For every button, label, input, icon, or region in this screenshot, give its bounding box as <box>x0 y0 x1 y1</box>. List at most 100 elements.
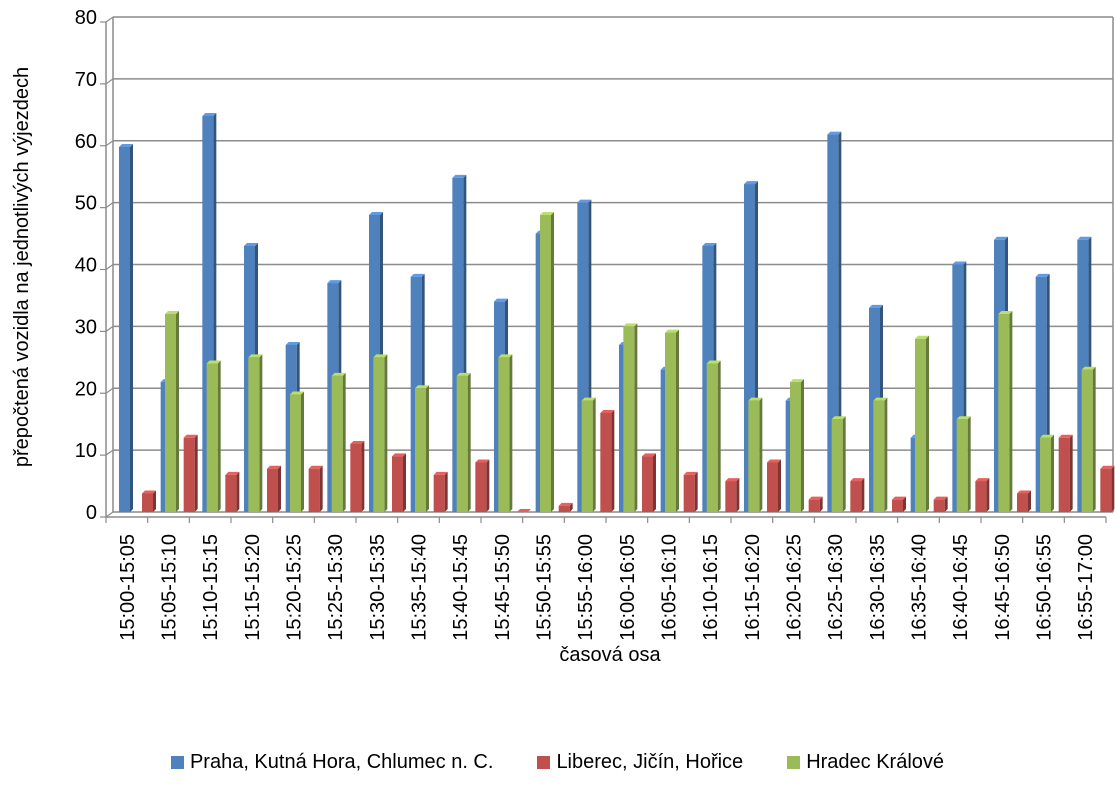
bar-front <box>933 499 945 512</box>
bar <box>183 434 198 512</box>
bar-top <box>517 509 531 512</box>
x-tick-label: 16:25-16:30 <box>825 534 847 641</box>
bar <box>915 335 929 512</box>
bar-side <box>694 471 698 512</box>
bar-top <box>165 311 179 314</box>
bar-side <box>361 440 365 512</box>
bar <box>581 397 596 512</box>
bar <box>290 391 304 512</box>
y-tick-label: 30 <box>75 316 97 338</box>
bar-side <box>176 311 179 512</box>
bar-side <box>903 496 906 512</box>
bar-top <box>790 379 804 383</box>
bar-side <box>426 385 429 512</box>
x-tick-label: 16:50-16:55 <box>1034 534 1056 641</box>
bar-top <box>956 416 971 420</box>
bar-top <box>248 354 263 358</box>
bar-front <box>558 505 570 512</box>
bar <box>623 323 638 512</box>
x-tick-label: 15:15-15:20 <box>242 534 264 641</box>
bar-front <box>433 474 445 512</box>
bar <box>1017 490 1031 512</box>
bar <box>308 465 323 512</box>
y-tick-label: 70 <box>75 69 97 91</box>
bar <box>975 478 990 512</box>
bar-side <box>217 360 221 512</box>
bar-side <box>236 471 240 512</box>
bar <box>998 311 1013 512</box>
x-tick-label: 16:05-16:10 <box>659 534 681 641</box>
bar-top <box>577 199 592 203</box>
bar-top <box>1058 434 1073 438</box>
bar-top <box>767 459 781 463</box>
bar-top <box>558 502 573 506</box>
y-tick-label: 60 <box>75 131 97 153</box>
bar-front <box>827 134 839 512</box>
x-tick-label: 16:20-16:25 <box>784 534 806 641</box>
bar-side <box>736 478 740 512</box>
x-tick-label: 15:10-15:15 <box>200 534 222 641</box>
gridline-depth <box>105 140 114 147</box>
bar <box>808 496 823 512</box>
bar-front <box>1100 468 1112 512</box>
bar-front <box>850 481 862 512</box>
bar <box>665 329 679 512</box>
bar <box>706 360 721 512</box>
bar-top <box>581 397 596 401</box>
bar-top <box>831 416 846 420</box>
bar-front <box>665 332 676 512</box>
bar-side <box>819 496 823 512</box>
bar-front <box>952 264 964 512</box>
gridline-depth <box>105 16 114 23</box>
x-tick-label: 16:15-16:20 <box>742 534 764 641</box>
bar-top <box>683 471 698 475</box>
x-tick-label: 15:00-15:05 <box>117 534 139 641</box>
bar-top <box>452 174 467 178</box>
y-tick-label: 40 <box>75 255 97 277</box>
x-tick-label: 15:50-15:55 <box>534 534 556 641</box>
bar-top <box>1040 434 1054 438</box>
bar-side <box>342 372 346 512</box>
bar-top <box>183 434 198 438</box>
bar <box>933 496 948 512</box>
bar <box>767 459 781 512</box>
legend-label-hradec: Hradec Králové <box>806 750 945 773</box>
bar-top <box>202 113 217 116</box>
bar <box>331 372 346 512</box>
bar-front <box>956 419 968 512</box>
x-tick-label: 16:10-16:15 <box>700 534 722 641</box>
bar-top <box>1100 465 1115 469</box>
y-tick-label: 10 <box>75 440 97 462</box>
bar-top <box>892 496 906 500</box>
x-tick-label: 15:40-15:45 <box>450 534 472 641</box>
bar-front <box>456 375 468 512</box>
y-tick-label: 20 <box>75 378 97 400</box>
bar-top <box>808 496 823 500</box>
bar-top <box>600 410 615 413</box>
x-tick-label: 16:30-16:35 <box>867 534 889 641</box>
bar-side <box>1111 465 1115 512</box>
x-tick-label: 15:25-15:30 <box>325 534 347 641</box>
x-tick-label: 15:55-16:00 <box>575 534 597 641</box>
bar-front <box>415 388 426 512</box>
x-tick-label: 15:30-15:35 <box>367 534 389 641</box>
legend-swatch-praha <box>170 755 184 769</box>
bar-top <box>706 360 721 364</box>
bar-side <box>842 416 846 512</box>
bar <box>1081 366 1096 512</box>
bar <box>558 502 573 512</box>
bar <box>475 459 490 512</box>
bar-side <box>194 434 198 512</box>
bar-top <box>373 354 388 358</box>
gridlines <box>105 16 1113 518</box>
gridline-depth <box>105 511 114 518</box>
bar-top <box>308 465 323 469</box>
bar-top <box>642 453 656 457</box>
bar-top <box>142 490 156 494</box>
bar <box>540 212 554 512</box>
bar-side <box>759 397 763 512</box>
bar-front <box>831 419 843 512</box>
bar-top <box>850 478 865 482</box>
bar <box>392 453 406 512</box>
